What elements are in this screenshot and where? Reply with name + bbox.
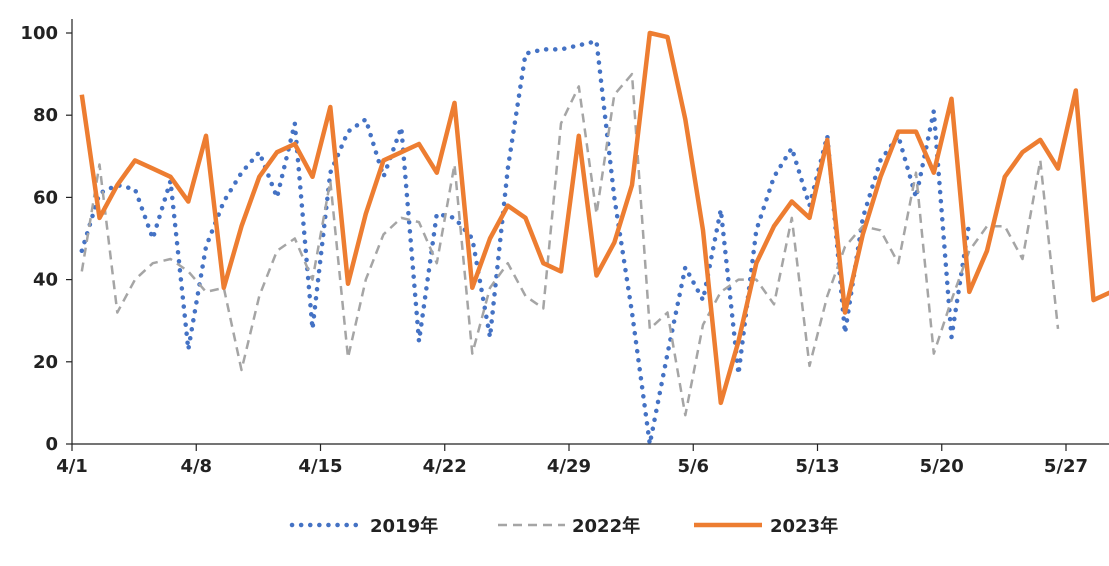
y-tick-label: 20 — [33, 352, 58, 373]
y-tick-label: 0 — [45, 434, 58, 455]
y-tick-label: 80 — [33, 105, 58, 126]
series-line-1 — [80, 72, 1060, 417]
x-tick-label: 5/27 — [1044, 456, 1088, 477]
y-axis: 0 20 40 60 80 100 — [20, 19, 73, 455]
x-tick-label: 4/8 — [180, 456, 212, 477]
series-line-2 — [79, 30, 1109, 406]
legend-label: 2023年 — [770, 515, 838, 537]
legend: 2019年 2022年 2023年 — [289, 515, 838, 537]
legend-item: 2022年 — [498, 515, 640, 537]
legend-item: 2023年 — [694, 515, 838, 537]
x-tick-label: 5/13 — [795, 456, 839, 477]
y-tick-label: 60 — [33, 187, 58, 208]
x-tick-label: 5/6 — [677, 456, 709, 477]
y-tick-label: 100 — [20, 23, 58, 44]
legend-item: 2019年 — [289, 515, 438, 537]
x-tick-label: 4/29 — [547, 456, 591, 477]
x-tick-label: 4/15 — [298, 456, 342, 477]
x-tick-label: 4/22 — [423, 456, 467, 477]
legend-label: 2022年 — [572, 515, 640, 537]
series-layer — [79, 30, 1109, 447]
x-tick-label: 4/1 — [56, 456, 88, 477]
x-tick-label: 5/20 — [920, 456, 964, 477]
x-axis: 4/1 4/8 4/15 4/22 4/29 5/6 5/13 5/20 5/27 — [56, 443, 1109, 477]
legend-label: 2019年 — [370, 515, 438, 537]
y-tick-label: 40 — [33, 270, 58, 291]
